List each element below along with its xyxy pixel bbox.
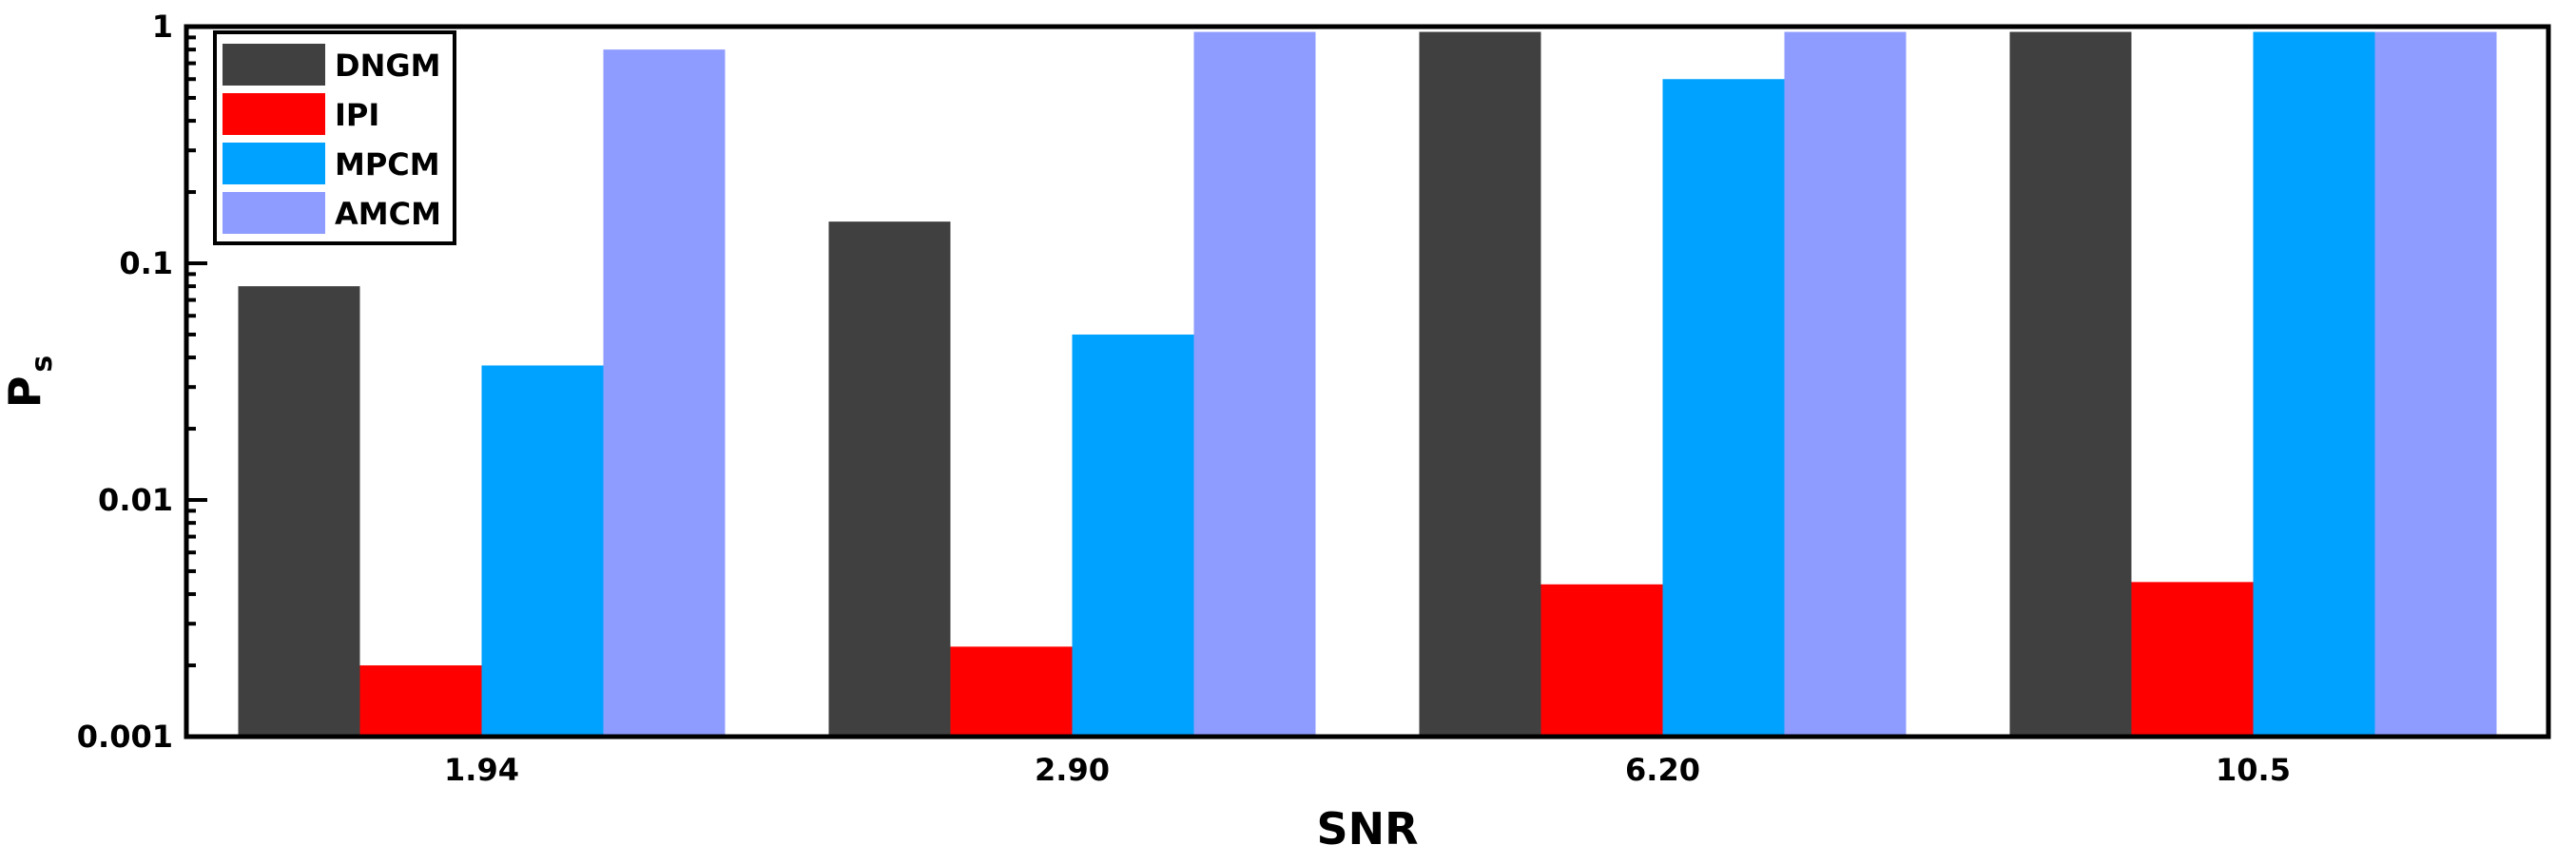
- y-tick-label: 0.1: [119, 245, 173, 281]
- x-tick-label: 1.94: [444, 752, 519, 788]
- y-tick-label: 1: [152, 9, 173, 45]
- bar-dngm-0: [238, 286, 360, 737]
- legend-swatch-amcm: [223, 192, 325, 234]
- x-axis-ticks: 1.94 2.90 6.20 10.5: [444, 752, 2291, 788]
- y-axis-title-main: P: [0, 376, 50, 409]
- bar-dngm-2: [1419, 31, 1541, 738]
- bar-mpcm-3: [2253, 31, 2375, 738]
- bar-amcm-2: [1784, 31, 1907, 738]
- y-axis-title-subscript: s: [26, 355, 59, 373]
- legend-swatch-dngm: [223, 44, 325, 86]
- bar-ipi-0: [359, 665, 482, 737]
- legend-swatch-mpcm: [223, 143, 325, 184]
- x-tick-label: 10.5: [2216, 752, 2291, 788]
- bar-ipi-2: [1540, 584, 1663, 737]
- legend-label-amcm: AMCM: [335, 196, 441, 232]
- bar-amcm-1: [1193, 31, 1316, 738]
- x-axis-title: SNR: [1316, 803, 1418, 854]
- legend-label-mpcm: MPCM: [335, 146, 440, 182]
- legend-swatch-ipi: [223, 93, 325, 135]
- bar-mpcm-0: [481, 365, 604, 737]
- bar-ipi-3: [2131, 582, 2254, 737]
- bar-dngm-3: [2009, 31, 2132, 738]
- bar-ipi-1: [950, 646, 1073, 737]
- legend-label-dngm: DNGM: [335, 48, 440, 84]
- bar-mpcm-1: [1072, 334, 1194, 737]
- bar-amcm-3: [2374, 31, 2497, 738]
- legend-label-ipi: IPI: [335, 97, 379, 133]
- y-axis-ticks: 0.001 0.01 0.1 1: [77, 9, 207, 755]
- bar-amcm-0: [603, 49, 726, 737]
- x-tick-label: 6.20: [1625, 752, 1700, 788]
- x-tick-label: 2.90: [1035, 752, 1110, 788]
- bar-mpcm-2: [1662, 79, 1785, 737]
- bars-layer: [238, 31, 2497, 738]
- y-tick-label: 0.01: [98, 482, 173, 518]
- legend: DNGM IPI MPCM AMCM: [213, 30, 456, 245]
- plot-frame: [184, 24, 2551, 739]
- bar-dngm-1: [828, 221, 951, 738]
- y-tick-label: 0.001: [77, 719, 173, 755]
- y-axis-title: Ps: [0, 355, 59, 409]
